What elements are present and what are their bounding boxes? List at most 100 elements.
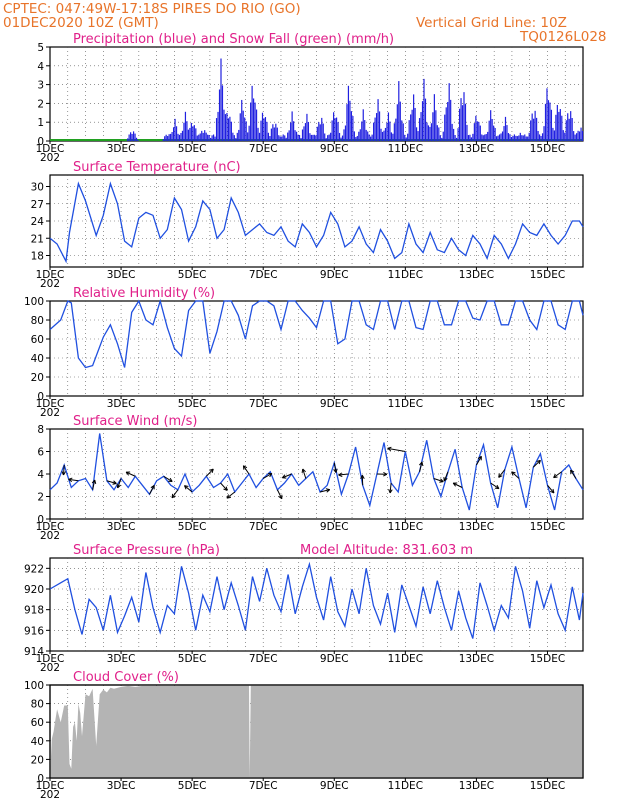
precip-bar [304,123,307,141]
precip-bar [435,110,437,141]
precip-bar [467,135,470,141]
precip-bar [276,127,278,141]
y-tick-label: 100 [24,296,44,308]
precip-bar [543,126,545,141]
precip-bar [405,137,407,141]
precip-bar [300,137,302,141]
panel-6: 0 20 40 60 80 100 1DEC 3DEC 5DEC 7DEC 9DEC 11DEC 13D… [24,670,584,800]
wind-arrow-head [94,479,97,484]
precip-bar [189,127,191,141]
precip-bar [327,135,329,141]
precip-bar [401,120,403,141]
x-tick-label: 5DEC [178,653,207,665]
precip-bar [451,123,453,141]
x-tick-label: 15DEC [530,143,565,155]
wind-arrow-head [269,473,273,478]
precip-bar [361,121,363,141]
y-tick-label: 4 [37,61,44,73]
precip-bar [527,136,529,141]
precip-bar [294,130,296,141]
precip-bar [190,122,192,141]
x-tick-label: 13DEC [459,143,494,155]
precip-bar [558,111,560,141]
precip-bar [227,118,230,141]
x-tick-label: 15DEC [530,398,565,410]
precip-bar [386,122,388,141]
precip-bar [407,133,409,141]
precip-bar [210,137,212,141]
x-tick-label: 5DEC [178,398,207,410]
wind-arrow [511,471,520,479]
x-tick-label: 5DEC [178,521,207,533]
precip-bar [503,126,505,141]
precip-bar [414,107,416,141]
precip-bar [208,135,210,141]
wind-arrow-head [439,481,444,483]
precip-bar [252,98,255,141]
precip-bar [325,138,327,141]
wind-arrow-head [125,471,130,476]
precip-bar [442,131,444,141]
precip-bar [272,124,274,141]
precip-bar [549,102,551,141]
precip-bar [500,133,502,141]
x-tick-label: 7DEC [249,780,278,792]
wind-arrow-head [388,489,391,494]
precip-bar [530,120,532,141]
precip-bar [454,135,456,141]
panel-title: Surface Pressure (hPa) [73,543,220,558]
wind-arrow-head [333,469,337,473]
wind-arrow [125,471,136,477]
precip-bar [229,116,231,141]
wind-arrow [433,478,444,483]
precip-bar [362,109,364,141]
precip-bar [491,118,493,141]
wind-arrow-head [68,477,73,480]
precip-bar [518,135,520,141]
precip-bar [402,123,404,141]
wind-arrow-head [171,495,176,499]
precip-bar [426,122,428,141]
precip-bar [531,113,533,141]
precip-bar [537,131,539,141]
precip-bar [432,112,434,141]
wind-arrow [547,484,555,494]
wind-arrow [419,461,423,472]
wind-arrow-head [421,461,424,467]
precip-bar [522,135,524,141]
x-tick-label: 1DEC [36,653,65,665]
precip-bar [418,118,421,141]
precip-bar [322,123,324,141]
wind-arrow-head [536,459,541,462]
precip-bar [490,110,492,141]
precip-bar [469,134,471,141]
precip-bar [230,121,232,141]
plot-frame [49,174,584,268]
precip-bar [307,121,310,141]
precip-bar [214,136,216,141]
precip-bar [504,116,507,141]
y-tick-label: 20 [31,372,44,384]
wind-arrow [171,489,179,499]
precip-bar [137,139,139,141]
precip-bar [284,135,286,141]
precip-bar [368,134,370,141]
precip-bar [494,128,496,141]
x-tick-label: 7DEC [249,269,278,281]
wind-arrow-head [511,471,516,474]
precip-bar [561,115,563,141]
precip-bar [343,129,345,141]
wind-arrow-head [550,490,555,494]
precip-bar [556,104,558,141]
precip-bar [444,114,446,141]
precip-bar [509,134,511,141]
precip-bar [420,112,422,141]
precip-bar [375,113,378,141]
precip-bar [338,132,341,141]
precip-bar [371,134,373,141]
precip-bar [439,135,441,141]
y-tick-label: 27 [31,199,44,211]
y-tick-label: 5 [37,42,44,54]
series-line [49,181,584,264]
wind-arrow-head [498,475,503,478]
